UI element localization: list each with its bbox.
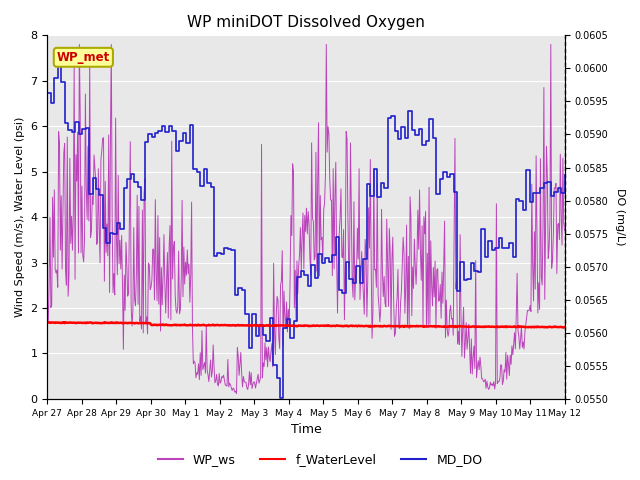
Title: WP miniDOT Dissolved Oxygen: WP miniDOT Dissolved Oxygen (187, 15, 425, 30)
Text: WP_met: WP_met (57, 51, 110, 64)
Legend: WP_ws, f_WaterLevel, MD_DO: WP_ws, f_WaterLevel, MD_DO (152, 448, 488, 471)
Y-axis label: DO (mg/L): DO (mg/L) (615, 188, 625, 246)
X-axis label: Time: Time (291, 423, 321, 436)
Y-axis label: Wind Speed (m/s), Water Level (psi): Wind Speed (m/s), Water Level (psi) (15, 117, 25, 317)
